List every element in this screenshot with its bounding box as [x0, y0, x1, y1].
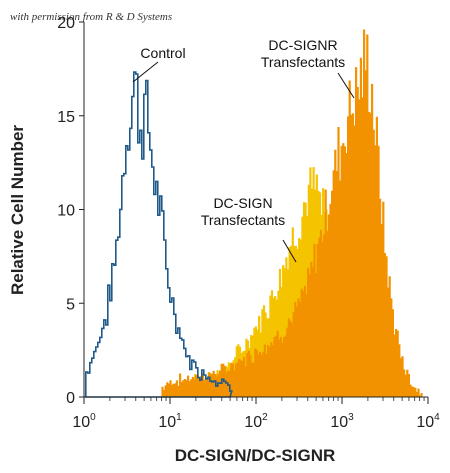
- x-tick-label: 101: [158, 412, 182, 431]
- annotation-control-line: Control: [140, 45, 185, 61]
- annotations: ControlDC-SIGNTransfectantsDC-SIGNRTrans…: [132, 37, 355, 263]
- annotation-dc-signr-transfectants-leader: [337, 72, 355, 99]
- y-axis-title: Relative Cell Number: [8, 125, 27, 295]
- watermark: with permission from R & D Systems: [10, 11, 172, 23]
- annotation-dc-sign-transfectants-leader: [282, 239, 297, 263]
- annotation-dc-sign-transfectants-line: DC-SIGN: [213, 195, 272, 211]
- x-tick-label: 103: [330, 412, 354, 431]
- series-dc-signr-transfectants: [161, 29, 423, 398]
- annotation-dc-signr-transfectants-line: Transfectants: [261, 54, 345, 70]
- y-tick-label: 10: [57, 203, 75, 220]
- y-tick-label: 20: [57, 15, 75, 32]
- series-layer: [85, 29, 423, 398]
- y-tick-label: 5: [66, 296, 75, 313]
- y-tick-label: 0: [66, 390, 75, 407]
- annotation-dc-sign-transfectants-line: Transfectants: [201, 212, 285, 228]
- y-tick-label: 15: [57, 109, 75, 126]
- x-tick-label: 102: [244, 412, 268, 431]
- axes: 0 5 10 15 20 100 101 102 103 104: [57, 15, 440, 431]
- series-control: [85, 71, 233, 398]
- annotation-control-leader: [132, 61, 159, 83]
- x-tick-label: 104: [416, 412, 440, 431]
- x-tick-label: 100: [72, 412, 96, 431]
- x-axis-title: DC-SIGN/DC-SIGNR: [175, 446, 336, 465]
- annotation-dc-signr-transfectants-line: DC-SIGNR: [268, 37, 337, 53]
